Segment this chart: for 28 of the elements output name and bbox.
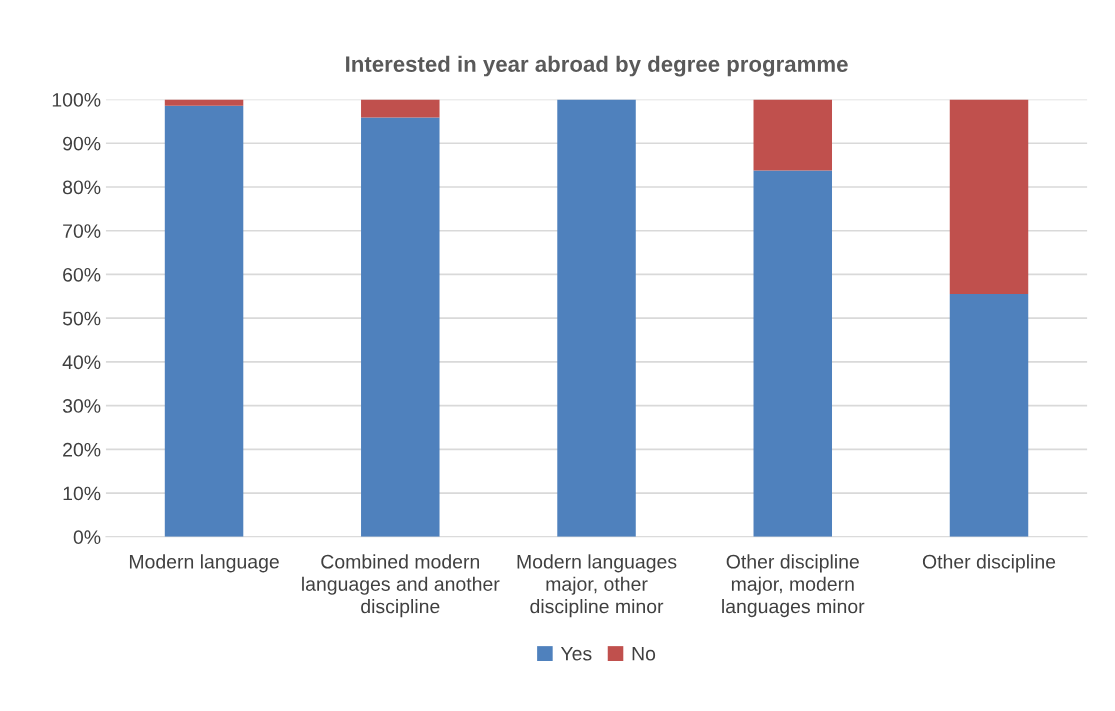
bar	[361, 99, 440, 118]
y-tick-label: 70%	[63, 224, 101, 238]
bar	[949, 294, 1029, 537]
bar	[753, 170, 833, 537]
bar	[753, 99, 833, 171]
chart-title: Interested in year abroad by degree programme	[346, 55, 848, 77]
y-tick-label: 90%	[63, 136, 101, 151]
y-tick-label: 40%	[62, 355, 101, 370]
bar	[949, 99, 1029, 295]
bar	[361, 117, 440, 537]
y-tick-label: 60%	[63, 267, 101, 282]
y-tick-label: 10%	[63, 486, 101, 501]
bar	[164, 99, 244, 106]
bar	[557, 99, 636, 537]
x-tick-label: Modern languages major, other discipline minor	[517, 554, 677, 618]
x-tick-label: Modern language	[129, 554, 279, 573]
y-tick-label: 50%	[62, 311, 101, 326]
y-tick-label: 0%	[73, 530, 101, 545]
bar	[164, 105, 244, 537]
legend-label: Yes	[560, 646, 592, 661]
y-tick-label: 100%	[52, 93, 101, 107]
x-tick-label: Other discipline major, modern languages minor	[722, 554, 865, 618]
y-tick-label: 80%	[62, 180, 101, 195]
x-tick-label: Other discipline	[922, 554, 1056, 573]
x-tick-label: Combined modern languages and another discipline	[302, 554, 500, 618]
y-tick-label: 20%	[63, 442, 101, 457]
legend-label: No	[632, 646, 656, 661]
y-tick-label: 30%	[62, 399, 101, 413]
